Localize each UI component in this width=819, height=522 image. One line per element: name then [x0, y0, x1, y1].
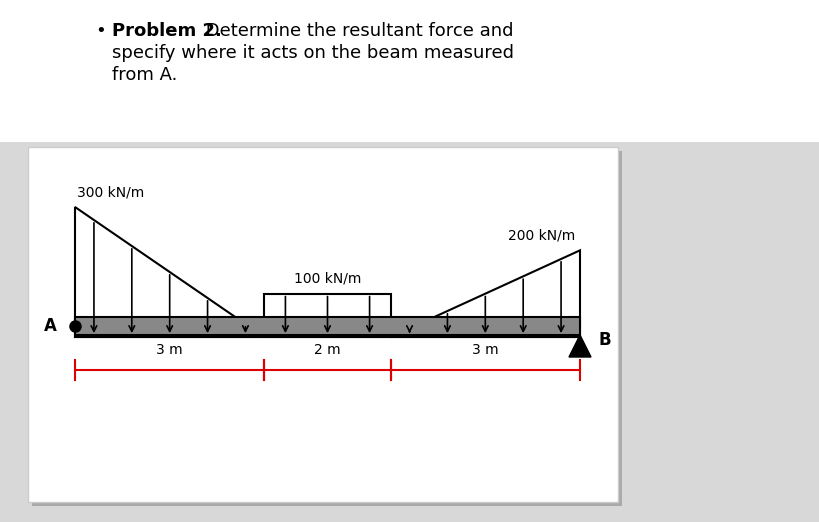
- Text: 3 m: 3 m: [156, 343, 183, 357]
- Text: 200 kN/m: 200 kN/m: [508, 228, 575, 242]
- FancyBboxPatch shape: [32, 151, 622, 506]
- Text: A: A: [44, 317, 57, 335]
- Text: 100 kN/m: 100 kN/m: [294, 271, 361, 286]
- Bar: [265, 294, 391, 337]
- Bar: [0, 0, 819, 142]
- Text: Determine the resultant force and: Determine the resultant force and: [200, 22, 514, 40]
- Text: •: •: [95, 22, 106, 40]
- Text: specify where it acts on the beam measured: specify where it acts on the beam measur…: [112, 44, 514, 62]
- Text: from A.: from A.: [112, 66, 178, 84]
- Text: B: B: [598, 331, 611, 349]
- Text: 2 m: 2 m: [314, 343, 341, 357]
- Polygon shape: [569, 335, 591, 357]
- Bar: [75, 317, 580, 335]
- FancyBboxPatch shape: [28, 147, 618, 502]
- Text: Problem 2.: Problem 2.: [112, 22, 222, 40]
- Text: 3 m: 3 m: [472, 343, 499, 357]
- Text: 300 kN/m: 300 kN/m: [77, 185, 144, 199]
